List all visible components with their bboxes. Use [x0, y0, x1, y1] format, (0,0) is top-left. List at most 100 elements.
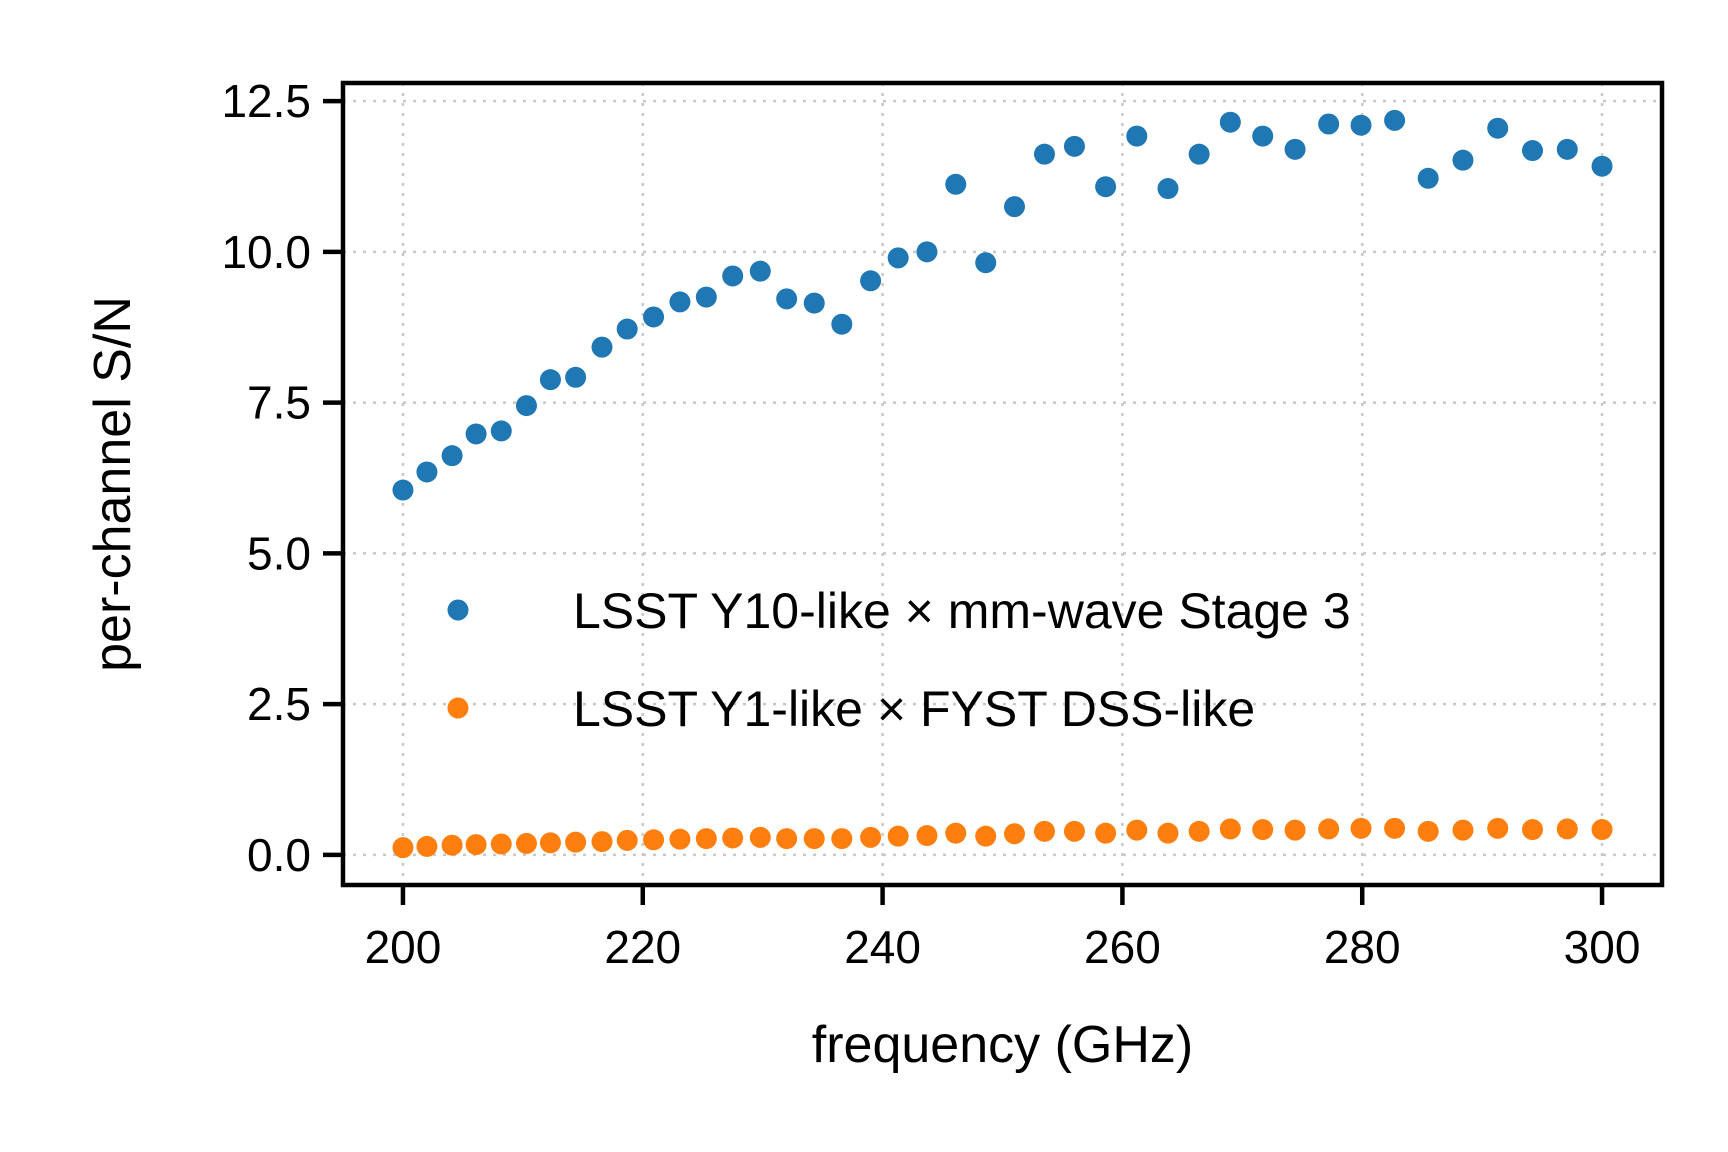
data-point	[1556, 138, 1578, 160]
data-point	[465, 834, 487, 856]
data-point	[1157, 822, 1179, 844]
legend-marker	[447, 697, 469, 719]
data-point	[1591, 155, 1613, 177]
data-point	[1417, 820, 1439, 842]
data-point	[565, 366, 587, 388]
data-point	[1521, 819, 1543, 841]
data-point	[1252, 819, 1274, 841]
data-point	[490, 420, 512, 442]
data-point	[643, 306, 665, 328]
data-point	[1188, 143, 1210, 165]
data-point	[776, 828, 798, 850]
data-point	[1384, 109, 1406, 131]
y-axis: 0.0 2.5 5.0 7.5 10.0 12.5	[221, 75, 343, 881]
data-point	[465, 423, 487, 445]
data-point	[441, 445, 463, 467]
data-point	[392, 479, 414, 501]
y-tick-label: 2.5	[247, 678, 311, 730]
data-point	[1318, 113, 1340, 135]
data-point	[539, 832, 561, 854]
x-axis-label: frequency (GHz)	[812, 1016, 1193, 1074]
x-axis: 200 220 240 260 280 300	[365, 885, 1641, 973]
x-tick-label: 240	[844, 921, 921, 973]
data-point	[441, 834, 463, 856]
data-point	[1452, 819, 1474, 841]
x-tick-label: 300	[1564, 921, 1641, 973]
legend-item: LSST Y10-like × mm-wave Stage 3	[447, 583, 1351, 639]
data-point	[1095, 176, 1117, 198]
data-point	[831, 828, 853, 850]
data-point	[1033, 143, 1055, 165]
data-point	[1063, 820, 1085, 842]
data-point	[1417, 167, 1439, 189]
data-point	[1487, 817, 1509, 839]
data-point	[1284, 138, 1306, 160]
y-axis-label: per-channel S/N	[84, 296, 142, 672]
data-point	[695, 286, 717, 308]
data-point	[1350, 114, 1372, 136]
data-point	[416, 835, 438, 857]
data-point	[803, 292, 825, 314]
data-point	[591, 831, 613, 853]
data-point	[416, 461, 438, 483]
data-point	[722, 265, 744, 287]
legend-label: LSST Y1-like × FYST DSS-like	[573, 681, 1255, 737]
plot-frame	[340, 80, 1665, 888]
data-point	[1188, 820, 1210, 842]
series-layer	[392, 109, 1613, 859]
data-point	[1556, 818, 1578, 840]
data-point	[515, 395, 537, 417]
data-point	[643, 829, 665, 851]
data-point	[776, 288, 798, 310]
data-point	[565, 831, 587, 853]
data-point	[515, 832, 537, 854]
data-point	[1003, 196, 1025, 218]
x-tick-label: 260	[1084, 921, 1161, 973]
data-point	[1284, 819, 1306, 841]
data-point	[945, 822, 967, 844]
data-point	[1003, 823, 1025, 845]
data-point	[669, 291, 691, 313]
series-1	[392, 109, 1613, 501]
data-point	[616, 318, 638, 340]
x-tick-label: 280	[1324, 921, 1401, 973]
data-point	[490, 833, 512, 855]
data-point	[1384, 817, 1406, 839]
data-point	[1063, 135, 1085, 157]
data-point	[749, 826, 771, 848]
data-point	[1521, 140, 1543, 162]
data-point	[1318, 818, 1340, 840]
legend: LSST Y10-like × mm-wave Stage 3 LSST Y1-l…	[447, 583, 1351, 737]
y-tick-label: 5.0	[247, 527, 311, 579]
data-point	[1452, 149, 1474, 171]
x-tick-label: 200	[365, 921, 442, 973]
data-point	[916, 825, 938, 847]
data-point	[887, 825, 909, 847]
data-point	[1095, 822, 1117, 844]
data-point	[616, 829, 638, 851]
data-point	[975, 252, 997, 274]
data-point	[669, 828, 691, 850]
data-point	[1219, 111, 1241, 133]
series-2	[392, 817, 1613, 859]
data-point	[975, 825, 997, 847]
y-tick-label: 0.0	[247, 829, 311, 881]
y-tick-label: 12.5	[221, 75, 311, 127]
data-point	[1126, 819, 1148, 841]
data-point	[749, 260, 771, 282]
data-point	[945, 173, 967, 195]
data-point	[1350, 817, 1372, 839]
data-point	[887, 247, 909, 269]
y-tick-label: 7.5	[247, 377, 311, 429]
data-point	[1033, 820, 1055, 842]
data-point	[1126, 125, 1148, 147]
data-point	[1252, 125, 1274, 147]
data-point	[916, 241, 938, 263]
data-point	[860, 826, 882, 848]
data-point	[695, 828, 717, 850]
x-tick-label: 220	[604, 921, 681, 973]
data-point	[591, 336, 613, 358]
y-tick-label: 10.0	[221, 226, 311, 278]
data-point	[1487, 117, 1509, 139]
